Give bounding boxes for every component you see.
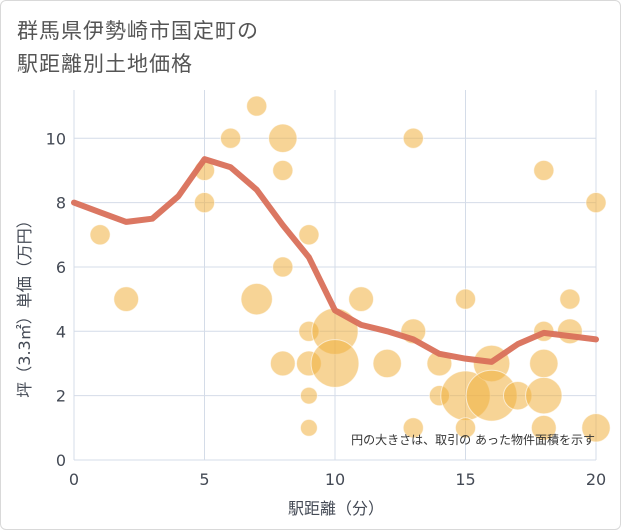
data-point <box>525 376 563 415</box>
y-tick-label: 0 <box>56 451 66 470</box>
chart-title: 群馬県伊勢崎市国定町の 駅距離別土地価格 <box>17 15 259 81</box>
data-point <box>299 418 318 437</box>
grid-lines <box>73 90 597 461</box>
y-tick-label: 6 <box>56 258 66 277</box>
data-point <box>454 288 477 310</box>
x-axis-title: 駅距離（分） <box>288 499 384 518</box>
x-tick-label: 15 <box>455 470 475 489</box>
data-point <box>559 288 581 310</box>
chart-title-line-2: 駅距離別土地価格 <box>17 52 193 76</box>
data-point <box>113 286 140 313</box>
chart-title-line-1: 群馬県伊勢崎市国定町の <box>17 19 259 43</box>
data-point <box>272 159 294 182</box>
y-tick-label: 8 <box>56 194 66 213</box>
y-tick-label: 10 <box>46 129 66 148</box>
x-tick-label: 20 <box>586 470 606 489</box>
data-point <box>581 413 611 443</box>
data-point <box>272 256 294 278</box>
data-point <box>402 417 424 439</box>
x-tick-label: 10 <box>325 470 345 489</box>
x-tick-label: 0 <box>69 470 79 489</box>
bubble-size-note: 円の大きさは、取引の あった物件面積を示す <box>351 432 595 447</box>
trend-line <box>71 156 599 365</box>
tick-labels: 0 5 10 15 20 0 2 4 6 8 10 <box>46 129 607 489</box>
y-tick-label: 4 <box>56 322 66 341</box>
data-point <box>89 224 111 246</box>
data-point <box>240 282 273 316</box>
data-point <box>299 386 318 405</box>
data-point <box>268 123 298 153</box>
data-point <box>310 339 360 388</box>
data-point <box>348 286 375 313</box>
data-point <box>585 192 607 214</box>
data-point <box>193 192 216 214</box>
data-point <box>372 348 402 379</box>
data-point <box>269 350 296 377</box>
x-tick-label: 5 <box>199 470 209 489</box>
y-axis-title: 坪（3.3㎡）単価（万円） <box>15 212 34 397</box>
data-point <box>530 414 557 441</box>
data-point <box>220 127 242 149</box>
bubbles <box>89 95 611 443</box>
y-tick-label: 2 <box>56 387 66 406</box>
data-point <box>454 417 477 439</box>
data-point <box>402 127 424 149</box>
data-point <box>298 224 320 246</box>
data-point <box>246 95 268 117</box>
data-point <box>533 159 555 182</box>
data-point <box>529 348 559 379</box>
